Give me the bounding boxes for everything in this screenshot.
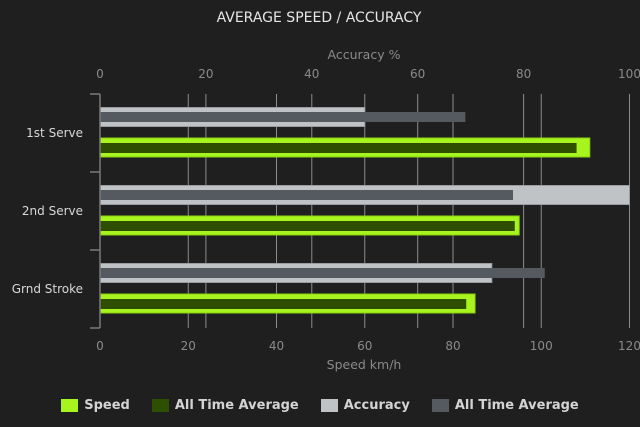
legend: Speed All Time Average Accuracy All Time Av…	[0, 398, 640, 413]
bottom-tick-label: 20	[181, 339, 196, 353]
chart-title: AVERAGE SPEED / ACCURACY	[217, 10, 422, 26]
legend-swatch	[320, 399, 338, 412]
bar-accuracy-average	[100, 190, 514, 200]
category-label: 1st Serve	[26, 126, 83, 140]
legend-item: Speed	[61, 398, 130, 413]
bottom-axis-label: Speed km/h	[327, 357, 402, 372]
bottom-tick-label: 0	[96, 339, 104, 353]
legend-swatch	[61, 399, 79, 412]
top-tick-label: 80	[516, 67, 531, 81]
legend-label: Speed	[84, 398, 130, 413]
legend-label: All Time Average	[174, 398, 299, 413]
bottom-tick-label: 40	[269, 339, 284, 353]
top-axis-label: Accuracy %	[328, 47, 401, 62]
legend-item: Accuracy	[320, 398, 410, 413]
bar-speed-average	[100, 143, 577, 153]
category-label: Grnd Stroke	[12, 282, 83, 296]
legend-item: All Time Average	[431, 398, 579, 413]
top-tick-label: 60	[410, 67, 425, 81]
bar-speed-average	[100, 221, 515, 231]
bar-accuracy-average	[100, 112, 466, 122]
top-tick-label: 100	[618, 67, 640, 81]
category-label: 2nd Serve	[22, 204, 83, 218]
bar-accuracy-average	[100, 268, 545, 278]
legend-label: All Time Average	[454, 398, 579, 413]
legend-item: All Time Average	[151, 398, 299, 413]
top-tick-label: 20	[198, 67, 213, 81]
legend-swatch	[431, 399, 449, 412]
legend-swatch	[151, 399, 169, 412]
bar-speed-average	[100, 299, 467, 309]
top-tick-label: 40	[304, 67, 319, 81]
bottom-tick-label: 80	[445, 339, 460, 353]
top-tick-label: 0	[96, 67, 104, 81]
legend-label: Accuracy	[343, 398, 410, 413]
bottom-tick-label: 100	[530, 339, 553, 353]
bottom-tick-label: 60	[357, 339, 372, 353]
bottom-tick-label: 120	[618, 339, 640, 353]
